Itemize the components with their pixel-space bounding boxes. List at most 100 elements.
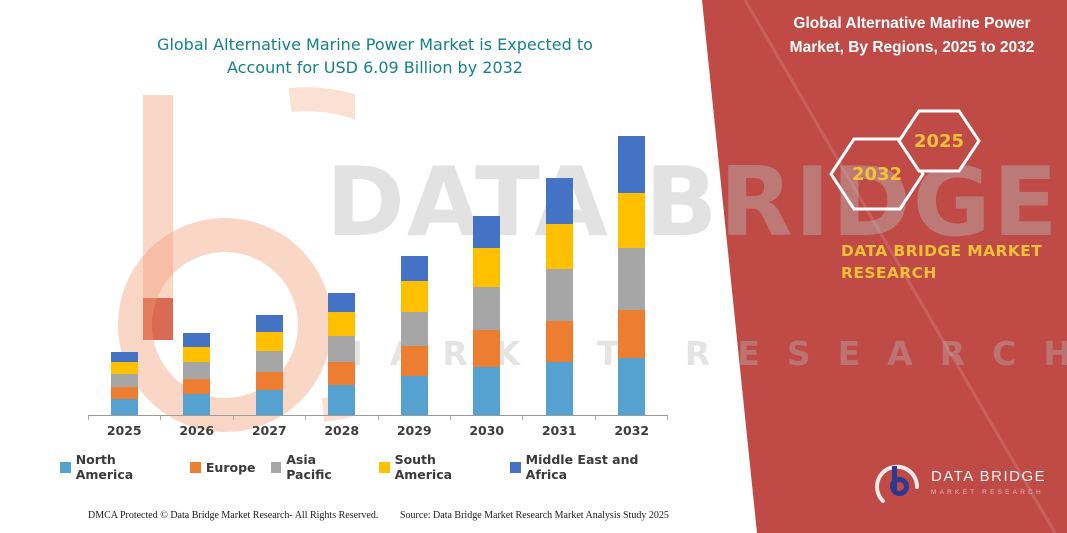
x-axis-label: 2027 xyxy=(251,423,287,438)
region-banner-title-line2: Market, By Regions, 2025 to 2032 xyxy=(789,39,1035,56)
bar-segment xyxy=(255,371,283,390)
bar-segment xyxy=(328,336,356,362)
bar-segment xyxy=(328,384,356,415)
stacked-bar xyxy=(618,135,646,415)
brand-panel-text: DATA BRIDGE MARKET RESEARCH xyxy=(841,240,1042,284)
plot-area xyxy=(88,108,668,416)
bar-segment xyxy=(473,330,501,367)
legend-label: South America xyxy=(394,452,453,482)
bar-segment xyxy=(618,192,646,248)
legend-item: South America xyxy=(378,452,495,482)
bar-segment xyxy=(255,350,283,372)
legend-swatch xyxy=(189,461,201,473)
dbmr-logo-icon xyxy=(875,464,920,503)
bar-cell xyxy=(378,108,451,415)
bar-segment xyxy=(183,333,211,347)
stacked-bar xyxy=(545,177,573,415)
legend: North America Europe Asia Pacific South Ame… xyxy=(60,452,680,482)
hexagon-2032-label: 2032 xyxy=(852,164,902,185)
dbmr-logo: DATA BRIDGE MARKET RESEARCH xyxy=(874,456,1046,508)
bar-segment xyxy=(545,321,573,363)
stacked-bar xyxy=(110,352,138,415)
x-axis-label: 2030 xyxy=(469,423,505,438)
year-badges: 2032 2025 xyxy=(829,109,981,211)
legend-item: North America xyxy=(60,452,175,482)
bar-segment xyxy=(400,311,428,347)
x-axis-label: 2029 xyxy=(396,423,432,438)
bar-segment xyxy=(328,293,356,313)
legend-label: North America xyxy=(75,452,134,482)
bar-cell xyxy=(161,108,234,415)
axis-tick xyxy=(88,416,162,420)
bar-segment xyxy=(255,331,283,351)
bar-segment xyxy=(110,374,138,387)
bar-segment xyxy=(473,366,501,415)
bar-cell xyxy=(596,108,669,415)
stacked-bar xyxy=(183,333,211,415)
bar-segment xyxy=(618,309,646,358)
bar-segment xyxy=(545,177,573,225)
bar-segment xyxy=(328,312,356,337)
dbmr-logo-tagline: MARKET RESEARCH xyxy=(931,489,1044,496)
watermark-tagline-text: MARKET RESEARCH xyxy=(330,334,1067,373)
bar-segment xyxy=(183,362,211,380)
stacked-bar xyxy=(400,255,428,415)
bar-cell xyxy=(233,108,306,415)
stacked-bar xyxy=(328,293,356,415)
bar-segment xyxy=(110,398,138,415)
x-axis-label: 2028 xyxy=(324,423,360,438)
hexagon-2025-label: 2025 xyxy=(914,131,964,152)
dbmr-logo-wordmark: DATA BRIDGE xyxy=(931,468,1047,485)
bar-segment xyxy=(183,379,211,395)
bar-segment xyxy=(110,352,138,363)
chart-area: 2025 2026 2027 2028 2029 2030 2031 2032 xyxy=(88,108,668,448)
legend-label: Asia Pacific xyxy=(286,452,332,482)
bar-segment xyxy=(400,255,428,281)
axis-tick xyxy=(161,416,234,420)
stacked-bar xyxy=(255,315,283,415)
bar-segment xyxy=(400,280,428,312)
x-axis-ticks xyxy=(88,416,668,420)
axis-tick xyxy=(523,416,596,420)
x-axis-label: 2026 xyxy=(179,423,215,438)
bar-segment xyxy=(255,315,283,332)
legend-label: Middle East and Africa xyxy=(525,452,639,482)
bar-cell xyxy=(88,108,161,415)
page-title-line1: Global Alternative Marine Power Market i… xyxy=(157,35,593,54)
bar-cell xyxy=(523,108,596,415)
bar-segment xyxy=(110,387,138,399)
bar-segment xyxy=(110,362,138,375)
axis-tick xyxy=(234,416,307,420)
region-banner-title-line1: Global Alternative Marine Power xyxy=(793,15,1031,32)
axis-tick xyxy=(306,416,379,420)
bar-cell xyxy=(306,108,379,415)
hexagon-2032-badge xyxy=(829,137,925,211)
bar-segment xyxy=(545,269,573,322)
bar-segment xyxy=(400,346,428,376)
x-axis-labels: 2025 2026 2027 2028 2029 2030 2031 2032 xyxy=(88,423,668,438)
legend-swatch xyxy=(60,461,71,473)
bar-segment xyxy=(328,361,356,385)
bar-segment xyxy=(473,286,501,331)
stacked-bar xyxy=(473,215,501,415)
page-title-line2: Account for USD 6.09 Billion by 2032 xyxy=(227,58,523,77)
region-banner-title: Global Alternative Marine Power Market, … xyxy=(768,12,1056,60)
bar-segment xyxy=(618,357,646,415)
bar-segment xyxy=(183,394,211,415)
bar-segment xyxy=(545,362,573,415)
brand-panel-line2: RESEARCH xyxy=(841,264,937,282)
bar-segment xyxy=(400,375,428,415)
legend-swatch xyxy=(378,461,390,473)
bar-segment xyxy=(618,135,646,193)
bar-segment xyxy=(545,224,573,270)
axis-tick xyxy=(379,416,451,420)
bar-cell xyxy=(451,108,524,415)
dbmr-logo-textblock: DATA BRIDGE MARKET RESEARCH xyxy=(931,468,1046,496)
legend-swatch xyxy=(270,461,282,473)
bar-segment xyxy=(473,247,501,287)
legend-item: Asia Pacific xyxy=(270,452,364,482)
legend-item: Europe xyxy=(189,460,256,475)
source-footer-text: Source: Data Bridge Market Research Mark… xyxy=(400,510,669,521)
